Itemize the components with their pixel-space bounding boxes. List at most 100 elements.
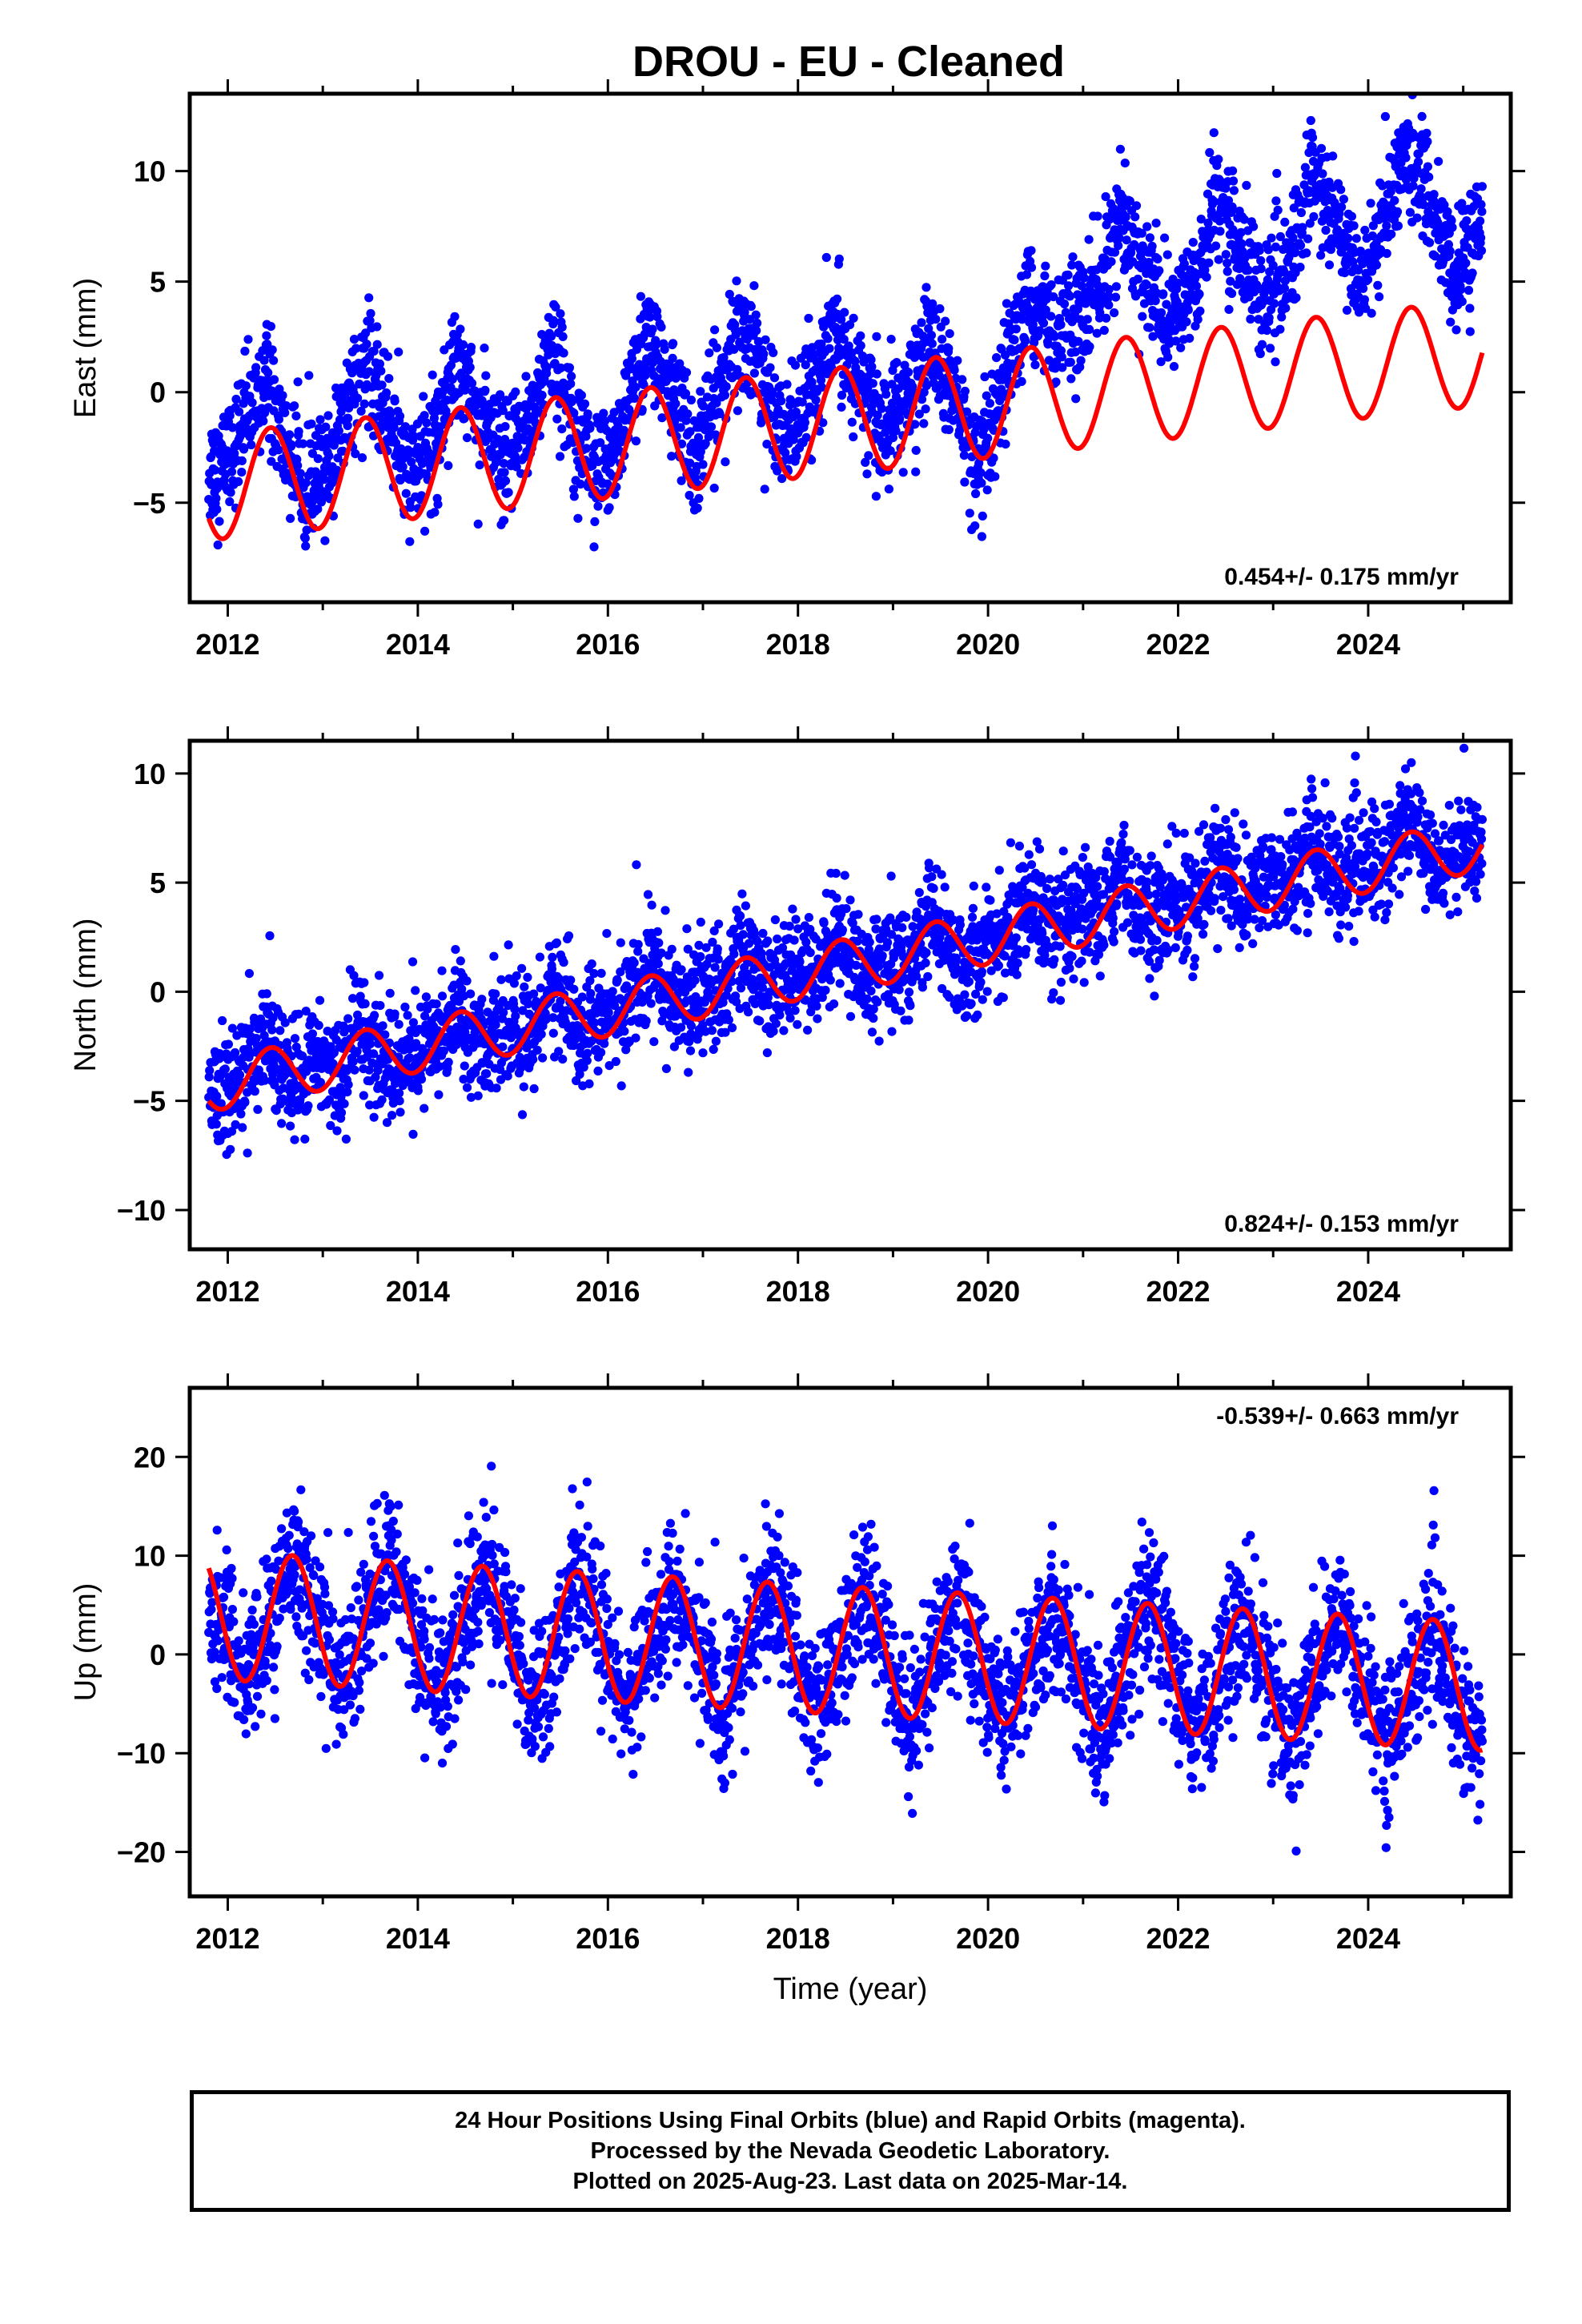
data-point xyxy=(736,921,745,931)
data-point xyxy=(460,1061,469,1071)
data-point xyxy=(685,490,694,501)
data-point xyxy=(698,401,709,411)
data-point xyxy=(782,380,792,389)
data-point xyxy=(886,871,896,881)
data-point xyxy=(807,377,817,387)
data-point xyxy=(845,895,855,905)
data-point xyxy=(713,955,723,964)
data-point xyxy=(616,938,625,947)
data-point xyxy=(1162,250,1172,259)
data-point xyxy=(671,373,681,383)
data-point xyxy=(1257,340,1267,349)
data-point xyxy=(853,936,862,946)
data-point xyxy=(612,975,622,985)
data-point xyxy=(339,1027,349,1037)
data-point xyxy=(1002,369,1012,380)
data-point xyxy=(698,1048,708,1058)
data-point xyxy=(777,396,786,406)
data-point xyxy=(475,460,484,470)
data-point xyxy=(343,413,353,423)
data-point xyxy=(467,379,477,388)
data-point xyxy=(1447,215,1456,225)
data-point xyxy=(877,404,886,413)
data-point xyxy=(466,343,476,352)
data-point xyxy=(616,1081,626,1091)
data-point xyxy=(504,488,513,497)
data-point xyxy=(1237,239,1247,248)
data-point xyxy=(1443,207,1452,216)
data-point xyxy=(226,1144,235,1154)
data-point xyxy=(1279,283,1289,293)
data-point xyxy=(926,331,936,340)
data-point xyxy=(741,901,751,911)
data-point xyxy=(293,460,303,470)
data-point xyxy=(1147,241,1157,251)
data-point xyxy=(1176,343,1186,352)
data-point xyxy=(840,870,849,880)
data-point xyxy=(411,986,420,995)
data-point xyxy=(917,395,927,404)
plot-frame xyxy=(187,91,1513,605)
data-point xyxy=(760,485,769,494)
data-point xyxy=(620,1027,629,1036)
rate-label: 0.454+/- 0.175 mm/yr xyxy=(1224,564,1459,590)
data-point xyxy=(769,348,778,357)
data-point xyxy=(349,971,359,980)
data-point xyxy=(596,438,605,448)
data-point xyxy=(564,931,574,941)
data-point xyxy=(950,365,959,375)
data-point xyxy=(503,1072,512,1081)
data-point xyxy=(848,919,857,928)
data-point xyxy=(213,540,223,550)
data-point xyxy=(997,384,1006,394)
data-point xyxy=(647,900,656,910)
data-point xyxy=(1099,325,1109,336)
data-point xyxy=(1419,199,1428,210)
data-point xyxy=(301,541,311,551)
data-point xyxy=(590,517,600,527)
data-point xyxy=(314,1020,323,1030)
data-point xyxy=(1151,219,1161,228)
data-point xyxy=(557,424,567,434)
data-point xyxy=(851,960,861,970)
data-point xyxy=(1280,217,1290,227)
data-point xyxy=(1042,294,1051,304)
data-point xyxy=(428,370,437,380)
data-point xyxy=(685,458,695,468)
data-point xyxy=(750,999,760,1008)
data-point xyxy=(631,436,641,446)
data-point xyxy=(552,938,562,947)
data-point xyxy=(1354,265,1363,275)
data-point xyxy=(278,391,287,400)
data-point xyxy=(1160,233,1170,243)
data-point xyxy=(709,1044,718,1054)
data-point xyxy=(825,344,834,353)
data-point xyxy=(720,390,730,400)
data-point xyxy=(1462,216,1472,226)
data-point xyxy=(500,468,509,477)
data-point xyxy=(712,398,721,408)
data-point xyxy=(1125,196,1134,206)
data-point xyxy=(593,1066,603,1076)
data-point xyxy=(579,1063,588,1072)
data-point xyxy=(448,374,457,384)
data-point xyxy=(1263,245,1273,255)
data-point xyxy=(405,1053,415,1063)
data-point xyxy=(405,537,415,546)
data-point xyxy=(509,979,520,988)
data-point xyxy=(777,943,788,953)
data-point xyxy=(1416,184,1426,194)
data-point xyxy=(911,467,921,476)
y-tick-label: 5 xyxy=(150,866,166,899)
data-point xyxy=(960,477,970,487)
data-point xyxy=(1074,336,1083,346)
data-point xyxy=(498,406,508,416)
data-point xyxy=(1065,292,1074,301)
data-point xyxy=(654,938,664,947)
data-point xyxy=(921,283,931,292)
data-point xyxy=(825,975,835,985)
data-point xyxy=(1295,263,1305,272)
data-point xyxy=(840,308,849,317)
data-point xyxy=(1351,234,1361,243)
data-point xyxy=(781,448,790,458)
